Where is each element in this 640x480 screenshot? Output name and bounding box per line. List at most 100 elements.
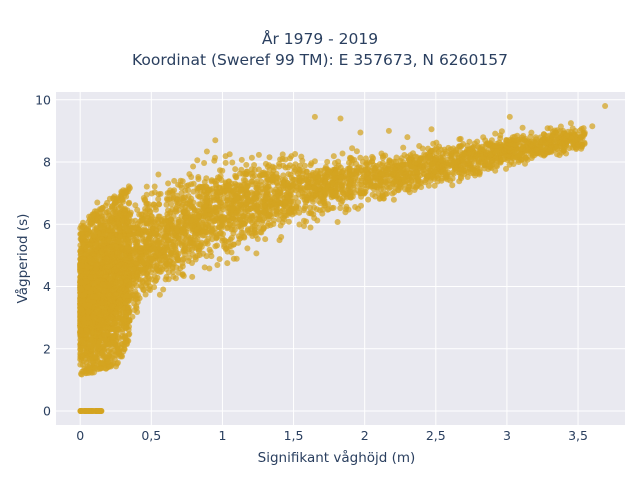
scatter-point	[141, 197, 148, 204]
scatter-point	[195, 176, 202, 182]
scatter-point	[172, 242, 178, 249]
scatter-point	[151, 183, 158, 190]
scatter-point	[311, 158, 318, 165]
scatter-point	[175, 256, 182, 263]
scatter-point	[238, 234, 244, 241]
scatter-point	[269, 177, 276, 184]
scatter-point	[234, 207, 241, 214]
scatter-point	[443, 174, 450, 181]
scatter-point	[496, 139, 503, 146]
scatter-point	[453, 159, 460, 166]
scatter-point	[554, 151, 560, 158]
scatter-point	[312, 191, 319, 198]
scatter-point	[510, 155, 517, 162]
scatter-point	[160, 286, 167, 293]
scatter-point	[352, 175, 359, 181]
scatter-point	[380, 171, 387, 178]
scatter-point	[578, 145, 585, 152]
scatter-point	[292, 161, 299, 168]
scatter-point	[165, 180, 172, 187]
scatter-point	[515, 159, 522, 165]
scatter-point	[201, 264, 208, 271]
scatter-point	[248, 214, 255, 221]
scatter-point	[207, 211, 214, 218]
scatter-point	[506, 147, 513, 154]
scatter-point	[353, 160, 360, 167]
scatter-point	[143, 265, 150, 272]
scatter-point	[557, 123, 564, 130]
scatter-point	[165, 227, 171, 234]
scatter-point	[214, 242, 220, 249]
scatter-point	[163, 201, 170, 208]
scatter-point	[181, 243, 188, 249]
scatter-point	[201, 160, 208, 166]
scatter-point	[282, 199, 289, 206]
scatter-point	[259, 219, 265, 226]
y-tick-label: 2	[43, 341, 51, 356]
scatter-point	[267, 201, 274, 208]
scatter-point	[273, 170, 280, 177]
scatter-point	[207, 249, 214, 255]
scatter-point	[392, 158, 399, 165]
scatter-point	[146, 240, 153, 247]
scatter-point	[292, 151, 299, 157]
scatter-point	[332, 170, 339, 177]
scatter-point	[177, 182, 184, 189]
scatter-point	[168, 195, 175, 202]
scatter-point	[295, 199, 302, 206]
scatter-point	[314, 179, 321, 186]
scatter-point	[527, 133, 534, 140]
scatter-point	[222, 153, 229, 160]
scatter-point	[327, 187, 334, 194]
scatter-point	[279, 151, 286, 158]
scatter-point	[355, 205, 361, 212]
scatter-point	[220, 206, 227, 213]
scatter-point	[406, 183, 413, 190]
scatter-point	[214, 215, 221, 222]
scatter-point	[170, 269, 176, 275]
scatter-point	[261, 202, 268, 209]
scatter-point	[303, 218, 310, 225]
scatter-point	[186, 240, 193, 247]
scatter-point	[219, 235, 226, 242]
scatter-point	[244, 194, 251, 200]
scatter-point	[444, 156, 451, 163]
scatter-point	[258, 178, 265, 185]
scatter-point	[162, 219, 169, 226]
scatter-point	[367, 180, 374, 187]
scatter-point	[163, 241, 170, 248]
scatter-point	[260, 226, 267, 233]
scatter-point	[250, 202, 257, 209]
scatter-point	[322, 185, 329, 192]
scatter-point	[503, 165, 509, 172]
scatter-point	[285, 180, 291, 187]
scatter-point	[379, 182, 385, 189]
scatter-point	[153, 221, 160, 228]
scatter-point	[229, 159, 236, 166]
scatter-point	[322, 164, 329, 170]
scatter-point	[235, 192, 241, 199]
scatter-point	[184, 225, 191, 232]
scatter-point	[438, 168, 445, 175]
scatter-point	[203, 253, 210, 260]
scatter-point	[134, 206, 141, 213]
scatter-point	[229, 222, 236, 229]
scatter-point	[466, 138, 473, 145]
scatter-point	[232, 174, 239, 180]
scatter-point	[487, 152, 494, 159]
scatter-point	[220, 217, 227, 224]
scatter-point	[449, 182, 456, 189]
scatter-point	[340, 179, 346, 186]
scatter-point	[183, 183, 190, 189]
scatter-point	[138, 217, 145, 224]
scatter-point	[211, 197, 217, 204]
scatter-point	[153, 268, 160, 275]
scatter-point	[156, 291, 163, 298]
scatter-point	[169, 255, 176, 262]
scatter-point	[182, 187, 189, 194]
scatter-point	[549, 128, 556, 135]
scatter-point	[364, 161, 371, 168]
scatter-point	[308, 180, 315, 187]
scatter-point	[420, 167, 427, 174]
scatter-point	[236, 216, 243, 223]
